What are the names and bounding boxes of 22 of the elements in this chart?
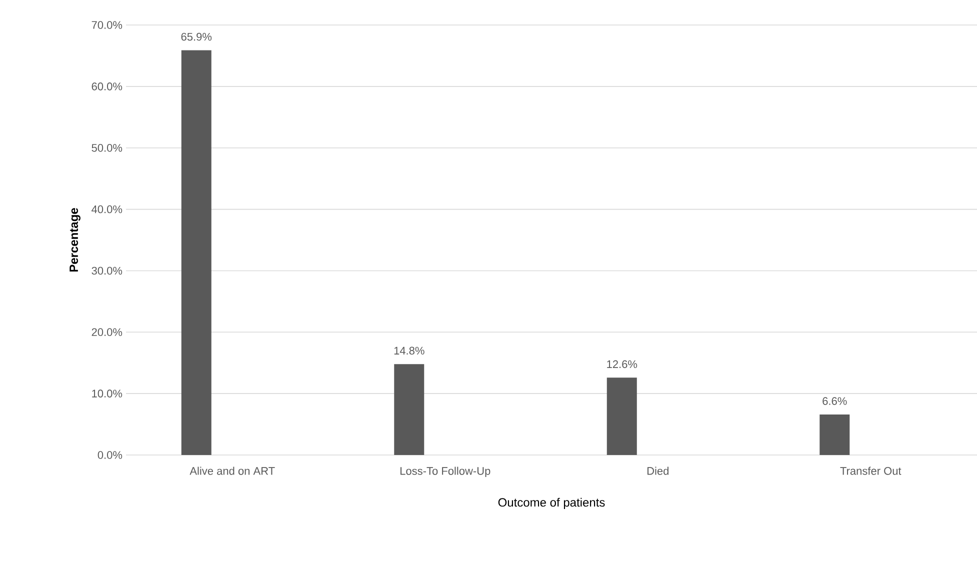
x-tick-label: Alive and on ART [190,466,275,475]
x-tick-label: Transfer Out [840,466,902,475]
y-tick-label: 60.0% [92,82,122,90]
bar [820,414,850,455]
data-label: 65.9% [181,32,212,41]
data-label: 12.6% [607,360,638,368]
data-label: 14.8% [394,346,424,355]
y-tick-label: 70.0% [92,21,122,29]
y-tick-label: 20.0% [92,328,122,336]
y-axis-title: Percentage [70,208,80,272]
x-axis-title: Outcome of patients [498,498,605,510]
data-label: 6.6% [822,397,847,405]
y-tick-label: 0.0% [98,451,122,459]
y-tick-label: 50.0% [92,144,122,152]
bar [181,50,212,455]
y-tick-label: 40.0% [92,205,122,214]
x-tick-label: Loss-To Follow-Up [400,466,490,478]
x-tick-label: Died [647,466,668,475]
bar [394,364,424,455]
y-tick-label: 10.0% [92,390,122,398]
y-tick-label: 30.0% [92,266,122,275]
bar [606,378,637,455]
